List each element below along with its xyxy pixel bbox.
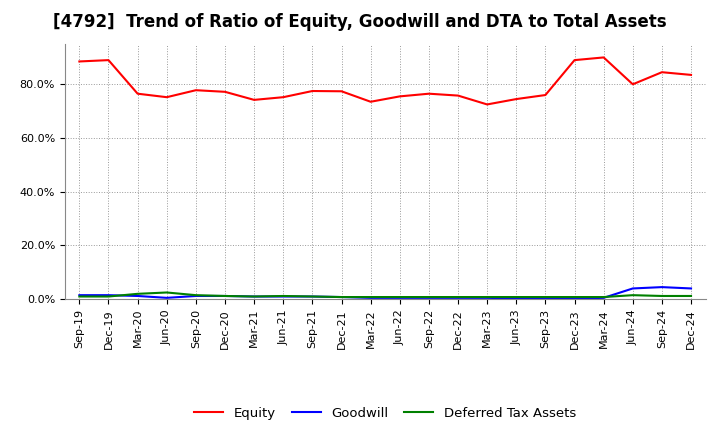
Goodwill (599, 295, 608, 301)
Goodwill (657, 285, 666, 290)
Equity (454, 93, 462, 98)
Equity (366, 99, 375, 104)
Line: Goodwill: Goodwill (79, 287, 691, 298)
Deferred Tax Assets (599, 294, 608, 300)
Equity (395, 94, 404, 99)
Deferred Tax Assets (133, 291, 142, 297)
Equity (104, 58, 113, 63)
Deferred Tax Assets (687, 293, 696, 299)
Goodwill (220, 293, 229, 299)
Deferred Tax Assets (163, 290, 171, 295)
Equity (629, 82, 637, 87)
Equity (599, 55, 608, 60)
Deferred Tax Assets (220, 293, 229, 299)
Equity (425, 91, 433, 96)
Goodwill (395, 295, 404, 301)
Line: Equity: Equity (79, 58, 691, 104)
Deferred Tax Assets (629, 293, 637, 298)
Deferred Tax Assets (570, 294, 579, 300)
Goodwill (483, 295, 492, 301)
Goodwill (541, 296, 550, 301)
Goodwill (629, 286, 637, 291)
Deferred Tax Assets (425, 294, 433, 300)
Equity (220, 89, 229, 95)
Deferred Tax Assets (657, 293, 666, 299)
Equity (512, 96, 521, 102)
Deferred Tax Assets (454, 294, 462, 300)
Deferred Tax Assets (192, 293, 200, 298)
Equity (133, 91, 142, 96)
Goodwill (687, 286, 696, 291)
Deferred Tax Assets (483, 294, 492, 300)
Goodwill (133, 293, 142, 299)
Deferred Tax Assets (512, 294, 521, 300)
Goodwill (425, 295, 433, 301)
Equity (250, 97, 258, 103)
Goodwill (512, 296, 521, 301)
Equity (483, 102, 492, 107)
Deferred Tax Assets (337, 294, 346, 300)
Deferred Tax Assets (104, 294, 113, 299)
Equity (337, 88, 346, 94)
Legend: Equity, Goodwill, Deferred Tax Assets: Equity, Goodwill, Deferred Tax Assets (189, 402, 582, 425)
Equity (279, 95, 287, 100)
Goodwill (454, 295, 462, 301)
Deferred Tax Assets (541, 294, 550, 300)
Equity (657, 70, 666, 75)
Goodwill (75, 293, 84, 298)
Deferred Tax Assets (395, 294, 404, 300)
Equity (687, 72, 696, 77)
Goodwill (192, 293, 200, 299)
Line: Deferred Tax Assets: Deferred Tax Assets (79, 293, 691, 297)
Deferred Tax Assets (308, 294, 317, 299)
Equity (192, 88, 200, 93)
Equity (308, 88, 317, 94)
Goodwill (366, 295, 375, 301)
Deferred Tax Assets (279, 293, 287, 299)
Deferred Tax Assets (366, 294, 375, 300)
Deferred Tax Assets (250, 294, 258, 299)
Equity (570, 58, 579, 63)
Equity (75, 59, 84, 64)
Goodwill (104, 293, 113, 298)
Goodwill (337, 294, 346, 300)
Deferred Tax Assets (75, 294, 84, 299)
Equity (163, 95, 171, 100)
Goodwill (250, 294, 258, 299)
Text: [4792]  Trend of Ratio of Equity, Goodwill and DTA to Total Assets: [4792] Trend of Ratio of Equity, Goodwil… (53, 13, 667, 31)
Goodwill (279, 294, 287, 299)
Equity (541, 92, 550, 98)
Goodwill (570, 296, 579, 301)
Goodwill (308, 294, 317, 299)
Goodwill (163, 295, 171, 301)
